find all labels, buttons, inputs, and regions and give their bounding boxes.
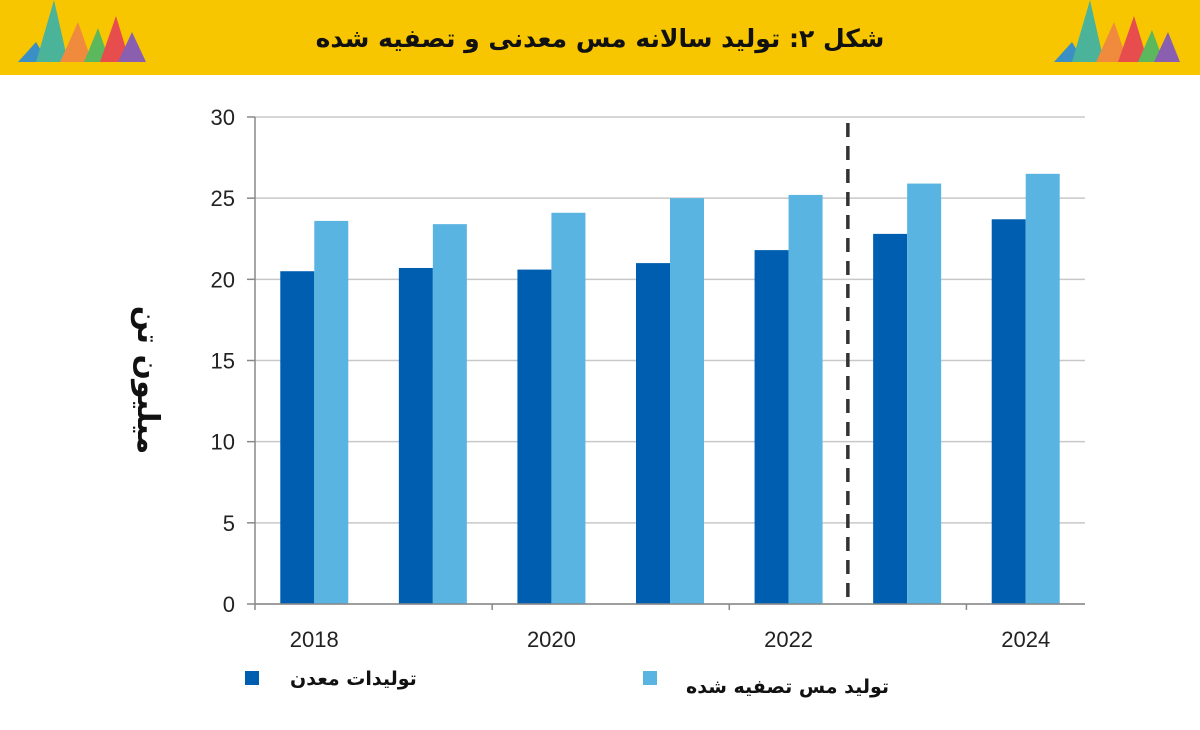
bar-refined-production	[670, 198, 704, 604]
axis-layer: 0 5 10 15 20 25 30 2018 2020 2022 2024	[211, 105, 1085, 652]
bar-mine-production	[280, 271, 315, 604]
bar-refined-production	[551, 212, 586, 604]
legend-swatch-mine	[245, 671, 259, 685]
bar-refined-production	[314, 220, 349, 605]
bar-mine-production	[991, 219, 1026, 604]
bars-layer	[280, 173, 1060, 605]
x-tick-label: 2022	[764, 627, 813, 652]
bar-refined-production	[1025, 173, 1060, 605]
y-tick-label: 0	[223, 592, 235, 617]
deco-triangle	[1154, 32, 1180, 62]
y-tick-label: 20	[211, 267, 235, 292]
legend-label-mine: تولیدات معدن	[290, 668, 417, 690]
deco-triangle	[1096, 22, 1128, 62]
y-tick-label: 30	[211, 105, 235, 130]
x-tick-label: 2020	[527, 627, 576, 652]
y-tick-label: 5	[223, 511, 235, 536]
y-axis-label: میلیون تن	[130, 306, 165, 454]
bar-mine-production	[873, 233, 908, 604]
deco-triangle	[100, 16, 130, 62]
y-tick-label: 25	[211, 186, 235, 211]
legend-swatch-refined	[643, 671, 657, 685]
y-tick-label: 15	[211, 349, 235, 374]
deco-triangle	[1118, 16, 1148, 62]
bar-mine-production	[517, 269, 552, 604]
bar-refined-production	[788, 194, 823, 605]
deco-triangle	[1138, 30, 1164, 62]
bar-mine-production	[398, 267, 433, 604]
bar-mine-production	[636, 263, 670, 604]
header-banner	[0, 0, 1200, 75]
x-tick-label: 2024	[1001, 627, 1050, 652]
deco-triangle	[1072, 0, 1104, 62]
deco-triangle	[60, 22, 92, 62]
y-tick-label: 10	[211, 430, 235, 455]
bar-refined-production	[432, 224, 467, 604]
legend-label-refined: تولید مس تصفیه شده	[686, 676, 890, 698]
bar-refined-production	[907, 183, 942, 604]
x-tick-label: 2018	[290, 627, 339, 652]
bar-mine-production	[754, 250, 789, 604]
decorative-triangles-left	[18, 0, 146, 62]
deco-triangle	[36, 0, 68, 62]
decorative-triangles-right	[1054, 0, 1180, 62]
deco-triangle	[118, 32, 146, 62]
page-title: شکل ۲: تولید سالانه مس معدنی و تصفیه شده	[315, 24, 885, 53]
